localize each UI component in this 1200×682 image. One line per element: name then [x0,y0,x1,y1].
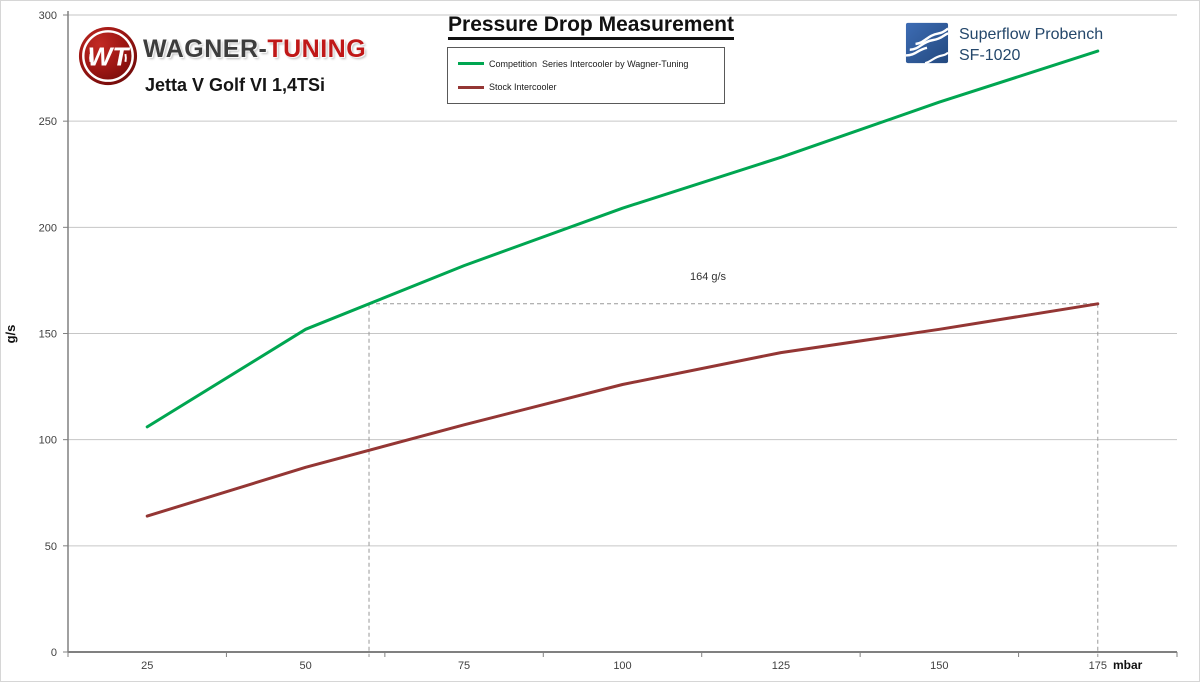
bench-name: Superflow Probench [959,26,1104,43]
legend-item-competition: Competition Series Intercooler by Wagner… [458,59,724,69]
legend: Competition Series Intercooler by Wagner… [447,47,725,104]
legend-line-swatch-competition [458,62,484,66]
y-axis-unit-label: g/s [3,324,18,344]
title-container: Pressure Drop Measurement [421,13,761,40]
series-line-competition [145,49,1100,429]
superflow-logo-icon [905,22,949,65]
legend-item-stock: Stock Intercooler [458,82,724,92]
x-tick-label: 100 [613,660,631,672]
y-tick-label: 250 [39,116,57,128]
vehicle-model-label: Jetta V Golf VI 1,4TSi [145,75,326,95]
wordmark-wagner: WAGNER- [143,35,268,63]
x-tick-label: 175 [1089,660,1107,672]
annotation-164gs-label: 164 g/s [689,271,727,283]
y-tick-label: 200 [39,222,57,234]
y-tick-label: 50 [45,541,57,553]
x-tick-label: 150 [930,660,948,672]
x-tick-label: 25 [141,660,153,672]
y-tick-label: 300 [39,10,57,22]
legend-label-stock: Stock Intercooler [489,82,557,93]
x-axis-unit-label: mbar [1113,658,1143,672]
y-tick-label: 100 [39,435,57,447]
x-tick-label: 125 [772,660,790,672]
x-tick-label: 50 [300,660,312,672]
y-tick-label: 0 [51,647,57,659]
wagner-tuning-wordmark: WAGNER-TUNING [143,35,366,64]
wagner-tuning-logo-icon: WT [78,26,138,86]
legend-label-competition: Competition Series Intercooler by Wagner… [489,58,689,69]
legend-line-swatch-stock [458,85,484,89]
bench-model: SF-1020 [959,47,1021,64]
wordmark-tuning: TUNING [267,35,367,63]
chart-title: Pressure Drop Measurement [448,13,734,40]
series-line-stock [145,302,1100,518]
x-tick-label: 75 [458,660,470,672]
svg-text:WT: WT [88,42,131,72]
test-bench-label: Superflow Probench SF-1020 [959,24,1103,66]
y-tick-label: 150 [39,329,57,341]
